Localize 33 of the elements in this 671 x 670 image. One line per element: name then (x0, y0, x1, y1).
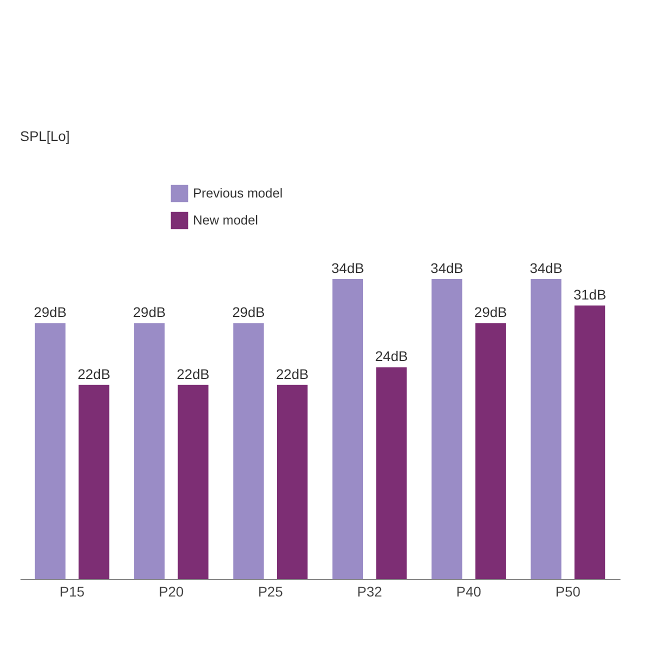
data-label: 34dB (331, 260, 364, 276)
x-tick-label: P25 (258, 584, 284, 600)
bar (574, 305, 606, 579)
bar (332, 279, 364, 579)
bar (34, 323, 66, 579)
data-label: 34dB (430, 260, 464, 276)
data-label: 22dB (276, 366, 309, 382)
bar (376, 367, 407, 579)
bar (233, 323, 264, 579)
x-tick-label: P20 (158, 584, 184, 600)
data-label: 29dB (232, 304, 265, 320)
data-label: 29dB (34, 304, 67, 320)
bar (432, 279, 462, 579)
x-tick-label: P15 (60, 584, 85, 600)
bar (78, 384, 110, 579)
x-tick-label: P40 (456, 584, 482, 600)
data-label: 24dB (375, 348, 408, 364)
data-label: 22dB (78, 366, 110, 382)
bar (475, 323, 506, 579)
text: SPL[Lo] (20, 128, 70, 144)
data-label: 22dB (176, 366, 210, 382)
bar (134, 323, 165, 579)
legend-label: Previous model (193, 186, 283, 200)
x-tick-label: P50 (555, 584, 581, 600)
legend-label: New model (193, 212, 258, 228)
bar (178, 384, 208, 579)
data-label: 29dB (474, 304, 507, 320)
x-tick-label: P32 (357, 584, 382, 600)
data-label: 31dB (573, 286, 606, 302)
bar (276, 384, 308, 579)
bar (530, 279, 562, 579)
data-label: 34dB (530, 260, 562, 276)
data-label: 29dB (133, 304, 166, 320)
